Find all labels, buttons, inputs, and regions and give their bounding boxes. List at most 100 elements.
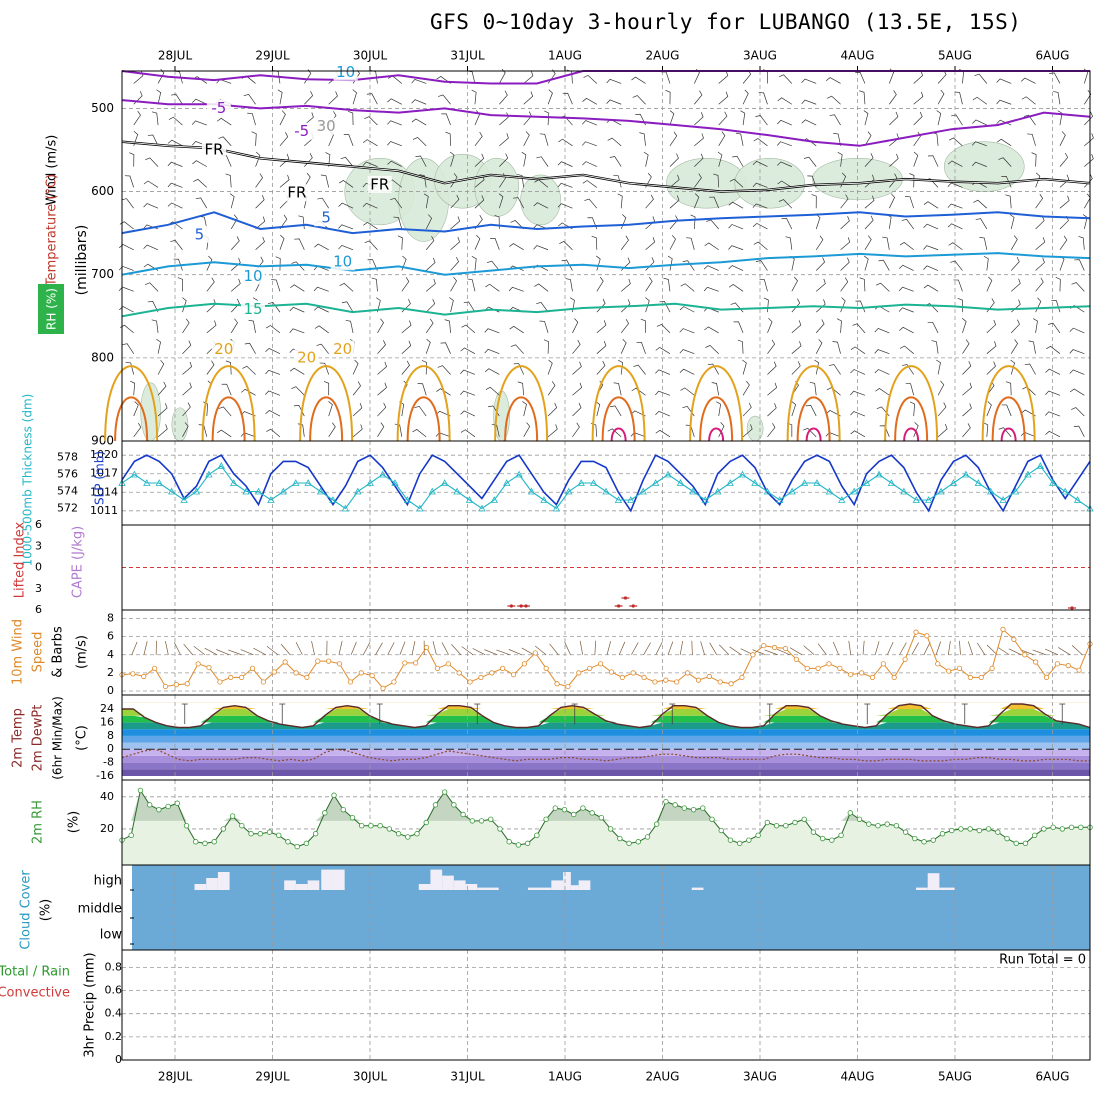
wind-barb (182, 382, 192, 396)
isotherm-25 (114, 396, 149, 442)
cloud-high-bar (418, 884, 431, 890)
pressure-tick-label: 700 (91, 267, 114, 281)
wind-speed-point (489, 670, 495, 676)
wind-barb (864, 235, 872, 250)
rh-point (976, 827, 983, 834)
precip-tick-label: 0.8 (105, 960, 123, 973)
wind-barb (937, 402, 947, 417)
wind-barb (826, 387, 841, 396)
wind-barb (996, 138, 1012, 147)
wind-barb (168, 116, 183, 126)
wind-speed-point (630, 670, 636, 676)
wind-barb (669, 235, 676, 250)
wind-barb (669, 110, 675, 126)
rh-point (736, 840, 743, 847)
wind-barb (277, 89, 283, 105)
wind-barb (962, 382, 972, 396)
wind-barb (572, 361, 582, 375)
wind-barb (170, 93, 183, 105)
wind-barb (572, 382, 583, 396)
wind-barb (242, 365, 256, 375)
rh-point (1078, 824, 1084, 831)
cloud-high-bar (477, 887, 499, 890)
wind-speed-point (173, 682, 179, 688)
wind-barb (449, 151, 455, 167)
wind-speed-point (162, 683, 169, 690)
rh-point (571, 811, 577, 818)
wind-barb (440, 342, 451, 354)
thickness-marker (428, 487, 436, 495)
wind-barb (899, 326, 914, 334)
wind-barb (557, 203, 573, 209)
temp-color-band (122, 704, 1090, 710)
wind-barb (314, 325, 329, 334)
wind-speed-point (1043, 674, 1050, 681)
wind-barb (387, 98, 402, 105)
wind-barb (521, 151, 527, 167)
thickness-marker (800, 479, 809, 486)
wind-barb (275, 256, 281, 271)
thickness-marker (726, 479, 734, 486)
cloud-high-bar (284, 880, 296, 890)
wind-barb (193, 178, 208, 188)
wind-barb (909, 401, 915, 417)
date-label-top: 30JUL (353, 49, 388, 63)
wind-speed-point (141, 673, 147, 680)
wind-barb-10m (967, 641, 974, 655)
wind-barb (864, 215, 874, 230)
wind-barb (680, 387, 695, 396)
cloud-high-bar (307, 880, 320, 890)
wind-barb (547, 359, 553, 375)
isotherm-20 (494, 365, 549, 442)
wind-barb (1020, 77, 1036, 84)
wind-barb (832, 341, 841, 354)
wind-barb (265, 325, 281, 334)
wind-barb (510, 344, 524, 354)
wind-barb (947, 223, 963, 230)
wind-speed-point (587, 665, 593, 671)
wind-barb (1084, 89, 1092, 105)
wind-barb (815, 214, 821, 230)
wind-barb (913, 70, 924, 84)
wind-barb (875, 282, 890, 292)
wind-speed-point (858, 670, 865, 676)
rh-point (902, 829, 909, 835)
wind-barb (377, 382, 387, 396)
wind-barb (913, 91, 924, 105)
wind-barb (1032, 318, 1038, 333)
wind-barb (304, 112, 314, 126)
cape-point (519, 604, 523, 608)
wind-barb (444, 319, 451, 333)
wind-barb (206, 360, 215, 375)
upper-air-ylabel-unit: (millibars) (74, 225, 90, 296)
rh-point (847, 810, 854, 816)
thickness-marker (416, 504, 424, 512)
rh-point (488, 816, 494, 822)
wind-barb (387, 141, 402, 147)
wind-barb-10m (508, 649, 522, 656)
wind10m-ylabel-unit: (m/s) (75, 635, 90, 669)
rh-point (792, 819, 798, 826)
wind-barb (789, 255, 795, 271)
wind-barb (494, 214, 500, 229)
wind-barb (972, 96, 988, 105)
cloud-high-bar (206, 878, 218, 890)
wind-barb (801, 78, 817, 84)
rh-point (478, 818, 485, 824)
thickness-marker (1049, 479, 1057, 486)
wind-barb-10m (862, 640, 865, 655)
wind-barb (742, 380, 750, 396)
thickness-marker (403, 496, 412, 503)
wind-barb (752, 182, 768, 188)
dewpoint-line (121, 748, 1090, 762)
wind-barb (752, 160, 768, 167)
wind-barb (886, 214, 892, 230)
wind-speed-point (782, 645, 789, 652)
wind-speed-point (717, 679, 723, 685)
wind-barb (230, 278, 241, 292)
wind-barb (716, 401, 721, 417)
thickness-marker (949, 479, 958, 486)
thickness-marker (515, 470, 523, 478)
wind-barb (655, 410, 671, 417)
cape-point (1070, 606, 1074, 610)
